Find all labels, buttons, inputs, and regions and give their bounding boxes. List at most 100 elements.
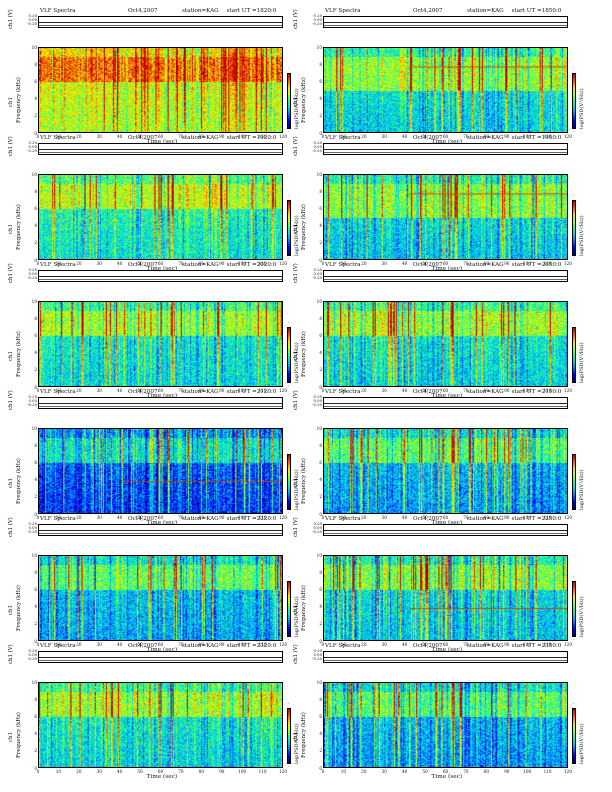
channel-label: ch1	[293, 224, 299, 234]
voltage-trace	[324, 276, 567, 277]
frequency-tick-label: 10	[31, 171, 37, 177]
panel-header: VLF Spectra Oct4,2007 station=KAG start UT …	[325, 389, 570, 396]
time-tick-label: 80	[198, 515, 204, 520]
voltage-trace	[324, 22, 567, 23]
frequency-tick-label: 10	[31, 44, 37, 50]
time-tick-label: 40	[401, 134, 408, 139]
panel-date: Oct4,2007	[128, 8, 158, 14]
start-time-label: start UT =2020:0	[226, 262, 277, 268]
frequency-tick-label: 0	[319, 638, 322, 644]
station-label: station=KAG	[182, 516, 219, 522]
colorbar-label: log(PSD(V²/Hz))	[579, 342, 585, 383]
time-tick-label: 90	[504, 642, 510, 647]
panel-header: VLF Spectra Oct4,2007 station=KAG start UT …	[40, 8, 285, 15]
time-tick-label: 60	[442, 134, 449, 139]
time-tick-label: 90	[219, 134, 225, 139]
voltage-tick-label: -0.20	[312, 402, 322, 407]
colorbar	[287, 73, 291, 129]
time-tick-label: 0	[36, 134, 40, 139]
frequency-tick-label: 8	[34, 442, 37, 448]
spectrogram-panel: VLF Spectra Oct4,2007 station=KAG start UT …	[287, 8, 585, 145]
time-tick-label: 100	[238, 642, 247, 647]
panel-date: Oct4,2007	[128, 389, 158, 395]
frequency-tick-label: 4	[319, 477, 322, 483]
frequency-tick-label: 2	[319, 113, 322, 119]
colorbar-min-label: -	[573, 510, 575, 515]
time-tick-label: 110	[258, 261, 267, 266]
time-tick-label: 120	[564, 134, 572, 139]
time-tick-label: 50	[137, 769, 143, 774]
channel-label: ch1	[8, 732, 14, 742]
time-tick-label: 80	[198, 388, 204, 393]
panel-station-start: station=KAG start UT =2220:0	[182, 516, 276, 522]
panel-header: VLF Spectra Oct4,2007 station=KAG start UT …	[325, 643, 570, 650]
time-tick-label: 100	[238, 769, 247, 774]
frequency-tick-label: 6	[319, 78, 322, 84]
panel-title: VLF Spectra	[40, 135, 76, 141]
voltage-tick-label: -0.20	[27, 21, 37, 26]
panel-date: Oct4,2007	[413, 516, 443, 522]
time-tick-label: 110	[543, 134, 552, 139]
time-tick-label: 90	[219, 642, 225, 647]
time-axis-label: Time (sec)	[431, 393, 463, 399]
time-tick-label: 50	[137, 261, 143, 266]
time-tick-label: 50	[422, 769, 428, 774]
frequency-tick-label: 4	[319, 223, 322, 229]
time-tick-label: 110	[258, 515, 267, 520]
frequency-tick-label: 4	[34, 731, 37, 737]
time-tick-label: 10	[340, 769, 347, 774]
start-time-label: start UT =1820:0	[226, 8, 277, 14]
spectrogram-panel: VLF Spectra Oct4,2007 station=KAG start UT …	[287, 643, 585, 780]
time-tick-label: 110	[258, 769, 267, 774]
time-tick-label: 100	[238, 134, 247, 139]
frequency-tick-label: 4	[319, 96, 322, 102]
frequency-axis-label: Frequency (kHz)	[301, 712, 307, 758]
time-tick-label: 0	[36, 261, 40, 266]
panel-date: Oct4,2007	[128, 643, 158, 649]
voltage-trace	[324, 403, 567, 404]
colorbar-max-label: -	[288, 447, 290, 452]
time-tick-label: 70	[178, 769, 184, 774]
station-label: station=KAG	[182, 643, 219, 649]
voltage-trace	[324, 149, 567, 150]
time-axis-label: Time (sec)	[146, 266, 178, 272]
time-tick-label: 60	[157, 388, 164, 393]
voltage-strip	[323, 270, 568, 282]
time-tick-label: 40	[401, 642, 408, 647]
frequency-tick-label: 10	[316, 679, 322, 685]
voltage-tick-label: 0.00	[28, 17, 37, 22]
spectrogram-image	[39, 302, 282, 386]
frequency-tick-label: 10	[316, 552, 322, 558]
time-tick-label: 50	[422, 261, 428, 266]
time-tick-label: 70	[178, 515, 184, 520]
time-tick-label: 70	[178, 261, 184, 266]
time-tick-label: 20	[76, 134, 82, 139]
time-tick-label: 20	[76, 515, 82, 520]
panel-header: VLF Spectra Oct4,2007 station=KAG start UT …	[325, 516, 570, 523]
colorbar	[572, 327, 576, 383]
voltage-trace	[39, 530, 282, 531]
frequency-axis-label: Frequency (kHz)	[301, 585, 307, 631]
time-tick-label: 80	[483, 515, 489, 520]
voltage-axis-label: ch1 (V)	[8, 390, 14, 410]
voltage-axis-label: ch1 (V)	[8, 9, 14, 29]
frequency-axis-label: Frequency (kHz)	[301, 204, 307, 250]
panel-station-start: station=KAG start UT =2050:0	[467, 262, 561, 268]
spectrogram-image	[324, 302, 567, 386]
frequency-tick-label: 0	[34, 130, 37, 136]
time-tick-label: 0	[36, 769, 40, 774]
colorbar-min-label: -	[288, 637, 290, 642]
frequency-tick-label: 6	[34, 332, 37, 338]
voltage-trace	[324, 530, 567, 531]
frequency-axis-label: Frequency (kHz)	[301, 77, 307, 123]
time-tick-label: 40	[116, 261, 123, 266]
start-time-label: start UT =1850:0	[511, 8, 562, 14]
frequency-tick-label: 4	[34, 477, 37, 483]
time-axis-label: Time (sec)	[431, 647, 463, 653]
voltage-strip	[38, 16, 283, 28]
panel-title: VLF Spectra	[40, 262, 76, 268]
time-tick-label: 30	[96, 642, 102, 647]
frequency-tick-label: 0	[34, 384, 37, 390]
frequency-tick-label: 10	[31, 425, 37, 431]
time-tick-label: 20	[361, 515, 367, 520]
